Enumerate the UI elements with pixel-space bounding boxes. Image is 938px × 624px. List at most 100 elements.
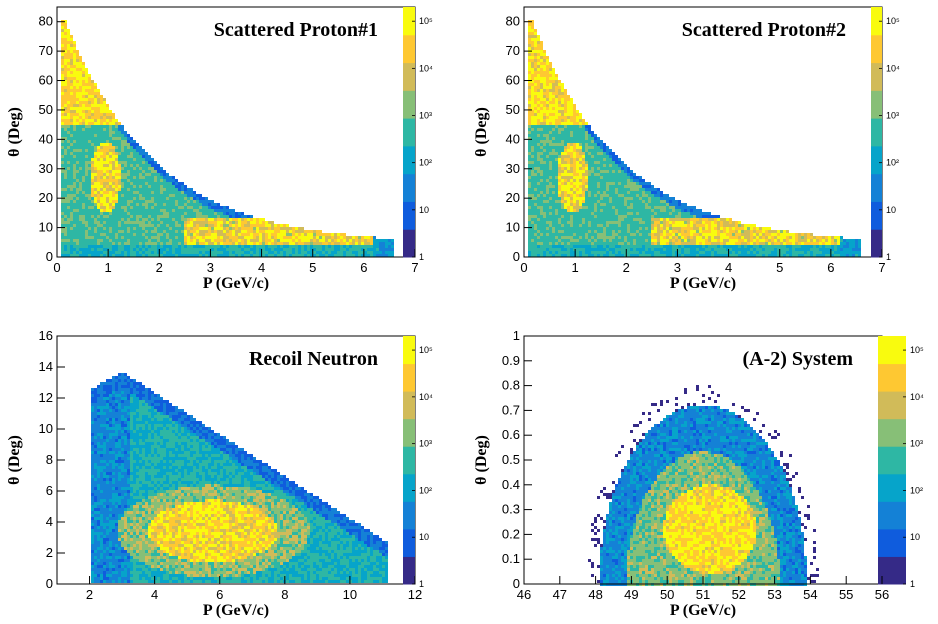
- heatmap-cell: [325, 236, 328, 239]
- heatmap-cell: [561, 248, 564, 251]
- heatmap-cell: [112, 143, 115, 146]
- heatmap-cell: [322, 239, 325, 242]
- heatmap-cell: [70, 98, 73, 101]
- heatmap-cell: [618, 206, 621, 209]
- heatmap-cell: [103, 158, 106, 161]
- heatmap-cell: [142, 221, 145, 224]
- heatmap-cell: [591, 167, 594, 170]
- heatmap-cell: [627, 227, 630, 230]
- heatmap-cell: [220, 218, 223, 221]
- heatmap-cell: [645, 248, 648, 251]
- heatmap-cell: [543, 176, 546, 179]
- heatmap-cell: [127, 149, 130, 152]
- heatmap-cell: [564, 191, 567, 194]
- heatmap-cell: [169, 206, 172, 209]
- heatmap-cell: [558, 137, 561, 140]
- heatmap-cell: [681, 230, 684, 233]
- heatmap-cell: [133, 221, 136, 224]
- heatmap-cell: [543, 224, 546, 227]
- heatmap-cell: [169, 227, 172, 230]
- heatmap-cell: [531, 248, 534, 251]
- heatmap-cell: [256, 224, 259, 227]
- heatmap-cell: [537, 107, 540, 110]
- heatmap-cell: [657, 200, 660, 203]
- heatmap-cell: [552, 104, 555, 107]
- heatmap-cell: [166, 176, 169, 179]
- heatmap-cell: [73, 218, 76, 221]
- heatmap-cell: [657, 233, 660, 236]
- heatmap-cell: [681, 242, 684, 245]
- heatmap-cell: [217, 212, 220, 215]
- heatmap-cell: [271, 224, 274, 227]
- heatmap-cell: [73, 107, 76, 110]
- heatmap-cell: [543, 182, 546, 185]
- heatmap-cell: [546, 254, 549, 257]
- heatmap-cell: [64, 38, 67, 41]
- heatmap-cell: [103, 236, 106, 239]
- heatmap-cell: [540, 206, 543, 209]
- heatmap-cell: [94, 230, 97, 233]
- heatmap-cell: [73, 119, 76, 122]
- heatmap-cell: [133, 224, 136, 227]
- heatmap-cell: [85, 224, 88, 227]
- heatmap-cell: [373, 248, 376, 251]
- heatmap-cell: [76, 50, 79, 53]
- heatmap-cell: [175, 251, 178, 254]
- heatmap-cell: [97, 230, 100, 233]
- heatmap-cell: [675, 203, 678, 206]
- heatmap-cell: [100, 221, 103, 224]
- heatmap-cell: [61, 155, 64, 158]
- heatmap-cell: [103, 203, 106, 206]
- heatmap-cell: [579, 245, 582, 248]
- heatmap-cell: [160, 248, 163, 251]
- heatmap-cell: [609, 149, 612, 152]
- heatmap-cell: [597, 182, 600, 185]
- heatmap-cell: [79, 113, 82, 116]
- heatmap-cell: [534, 176, 537, 179]
- heatmap-cell: [573, 224, 576, 227]
- heatmap-cell: [202, 245, 205, 248]
- heatmap-cell: [540, 173, 543, 176]
- heatmap-cell: [241, 251, 244, 254]
- heatmap-cell: [97, 221, 100, 224]
- heatmap-cell: [546, 56, 549, 59]
- heatmap-cell: [82, 104, 85, 107]
- heatmap-cell: [534, 146, 537, 149]
- heatmap-cell: [67, 224, 70, 227]
- heatmap-cell: [127, 233, 130, 236]
- heatmap-cell: [358, 236, 361, 239]
- heatmap-cell: [106, 110, 109, 113]
- heatmap-cell: [139, 209, 142, 212]
- heatmap-cell: [313, 230, 316, 233]
- heatmap-cell: [546, 131, 549, 134]
- heatmap-cell: [286, 227, 289, 230]
- heatmap-cell: [657, 248, 660, 251]
- heatmap-cell: [127, 251, 130, 254]
- heatmap-cell: [618, 251, 621, 254]
- heatmap-cell: [88, 80, 91, 83]
- heatmap-cell: [678, 251, 681, 254]
- heatmap-cell: [67, 173, 70, 176]
- heatmap-cell: [355, 251, 358, 254]
- heatmap-cell: [133, 140, 136, 143]
- heatmap-cell: [190, 227, 193, 230]
- heatmap-cell: [88, 173, 91, 176]
- heatmap-cell: [660, 242, 663, 245]
- heatmap-cell: [100, 113, 103, 116]
- heatmap-cell: [193, 245, 196, 248]
- heatmap-cell: [199, 212, 202, 215]
- heatmap-cell: [133, 227, 136, 230]
- heatmap-cell: [636, 239, 639, 242]
- heatmap-cell: [91, 170, 94, 173]
- heatmap-cell: [531, 146, 534, 149]
- heatmap-cell: [97, 170, 100, 173]
- heatmap-cell: [582, 188, 585, 191]
- heatmap-cell: [543, 173, 546, 176]
- heatmap-cell: [106, 221, 109, 224]
- heatmap-cell: [570, 191, 573, 194]
- heatmap-cell: [540, 107, 543, 110]
- heatmap-cell: [88, 140, 91, 143]
- heatmap-cell: [124, 239, 127, 242]
- heatmap-cell: [67, 197, 70, 200]
- heatmap-cell: [558, 89, 561, 92]
